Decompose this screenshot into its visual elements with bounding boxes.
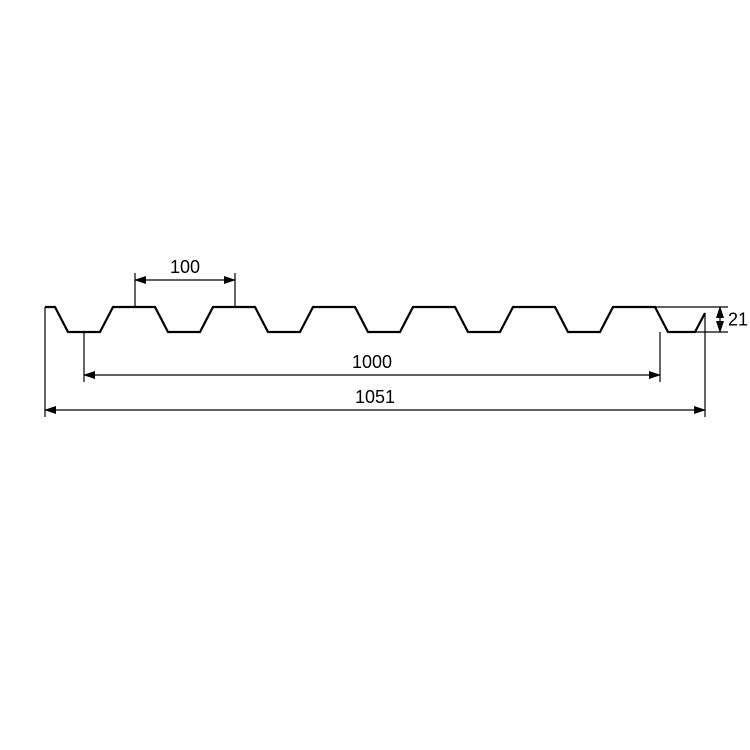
dimension-pitch: 100 xyxy=(135,257,235,307)
corrugated-profile xyxy=(45,307,705,332)
cover-width-label: 1000 xyxy=(352,352,392,372)
dimension-cover-width: 1000 xyxy=(84,332,660,382)
overall-width-label: 1051 xyxy=(355,387,395,407)
profile-diagram: 100 1000 1051 21 xyxy=(0,0,750,750)
pitch-label: 100 xyxy=(170,257,200,277)
height-label: 21 xyxy=(728,310,748,330)
